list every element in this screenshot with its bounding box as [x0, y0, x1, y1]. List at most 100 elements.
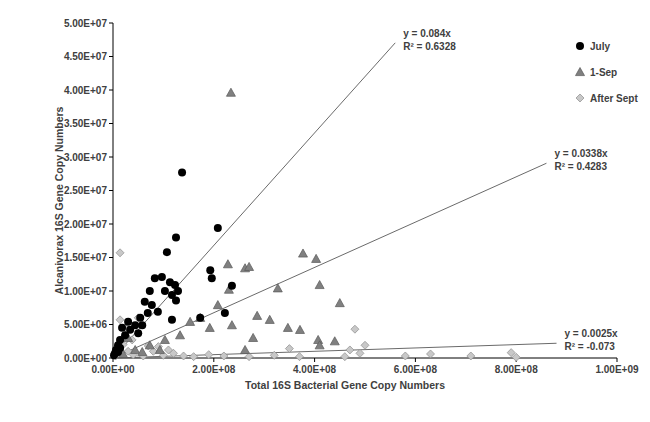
point: [315, 341, 324, 349]
point: [161, 287, 169, 295]
point: [273, 284, 282, 292]
y-tick-label: 3.50E+07: [64, 118, 108, 129]
point: [116, 249, 124, 257]
y-tick: [109, 157, 113, 158]
point: [124, 318, 132, 326]
point: [265, 315, 274, 323]
point: [356, 349, 364, 357]
point: [206, 266, 214, 274]
plot-area: [110, 43, 557, 361]
y-tick-label: 5.00E+06: [64, 319, 108, 330]
point: [178, 168, 186, 176]
trend-r-squared: R² = 0.4283: [554, 161, 607, 172]
point: [314, 335, 323, 343]
trend-equation: y = 0.084x: [403, 28, 451, 39]
trend-equation: y = 0.0338x: [554, 148, 608, 159]
point: [134, 329, 142, 337]
point: [144, 309, 152, 317]
point: [136, 314, 144, 322]
x-tick-label: 1.00E+09: [595, 364, 639, 375]
point: [176, 331, 185, 339]
point: [138, 347, 147, 355]
y-tick-label: 1.00E+07: [64, 286, 108, 297]
y-tick-label: 1.50E+07: [64, 252, 108, 263]
point: [220, 352, 228, 360]
y-tick: [109, 23, 113, 24]
point: [172, 233, 180, 241]
point: [253, 311, 262, 319]
point: [205, 323, 214, 331]
point: [285, 345, 293, 353]
x-tick: [415, 358, 416, 362]
x-tick-label: 2.00E+08: [192, 364, 236, 375]
y-tick-label: 4.00E+07: [64, 85, 108, 96]
point: [270, 351, 278, 359]
trend-r-squared: R² = -0.073: [565, 341, 616, 352]
point: [205, 351, 213, 359]
x-axis-line: [113, 358, 617, 359]
point: [241, 345, 250, 353]
x-tick-label: 4.00E+08: [293, 364, 337, 375]
point: [116, 344, 124, 352]
point: [335, 299, 344, 307]
x-tick: [617, 358, 618, 362]
point: [160, 335, 169, 343]
point: [346, 346, 354, 354]
point: [208, 274, 216, 282]
point: [330, 337, 339, 345]
x-tick-label: 6.00E+08: [394, 364, 438, 375]
series-1: [119, 88, 345, 357]
y-tick-label: 2.50E+07: [64, 185, 108, 196]
y-tick: [109, 291, 113, 292]
point: [283, 323, 292, 331]
x-tick-label: 0.00E+00: [91, 364, 135, 375]
legend-marker: [576, 42, 584, 50]
legend-label: 1-Sep: [590, 67, 617, 78]
point: [223, 260, 232, 268]
point: [221, 309, 229, 317]
point: [164, 346, 172, 354]
point: [361, 341, 369, 349]
point: [351, 325, 359, 333]
point: [245, 262, 254, 270]
point: [299, 249, 308, 257]
point: [312, 254, 321, 262]
point: [158, 273, 166, 281]
x-axis-title: Total 16S Bacterial Gene Copy Numbers: [245, 379, 445, 391]
legend-marker: [576, 68, 585, 76]
point: [148, 301, 156, 309]
y-tick-label: 0.00E+00: [64, 353, 108, 364]
point: [214, 224, 222, 232]
point: [141, 298, 149, 306]
series-2: [112, 249, 521, 362]
point: [295, 325, 304, 333]
point: [146, 287, 154, 295]
y-tick: [109, 224, 113, 225]
point: [138, 321, 146, 329]
legend-marker: [576, 94, 584, 102]
y-tick: [109, 123, 113, 124]
point: [228, 282, 236, 290]
point: [427, 350, 435, 358]
point: [172, 296, 180, 304]
point: [249, 333, 258, 341]
point: [467, 352, 475, 360]
point: [186, 317, 195, 325]
x-tick: [314, 358, 315, 362]
point: [341, 353, 349, 361]
point: [512, 353, 520, 361]
y-tick: [109, 90, 113, 91]
point: [155, 345, 164, 353]
point: [118, 324, 126, 332]
chart: 0.00E+005.00E+061.00E+071.50E+072.00E+07…: [0, 0, 650, 422]
y-tick: [109, 190, 113, 191]
y-tick-label: 5.00E+07: [64, 18, 108, 29]
point: [116, 316, 124, 324]
point: [401, 352, 409, 360]
point: [196, 314, 204, 322]
point: [131, 345, 140, 353]
point: [180, 352, 188, 360]
point: [295, 353, 303, 361]
legend: July1-SepAfter Sept: [576, 41, 639, 104]
y-tick-label: 3.00E+07: [64, 152, 108, 163]
